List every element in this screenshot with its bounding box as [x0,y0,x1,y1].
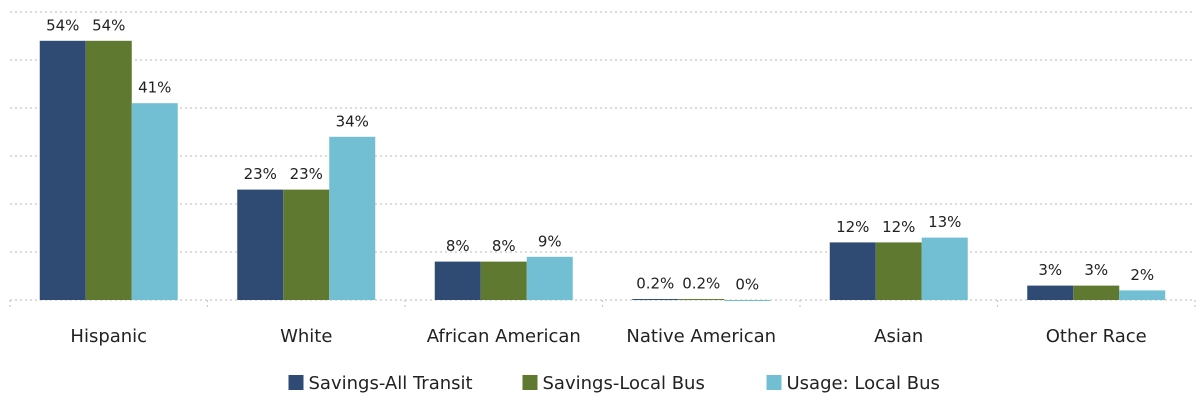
x-tick-label: Other Race [1046,326,1147,347]
x-tick-label: Hispanic [70,326,147,347]
data-label: 54% [92,16,125,34]
data-label: 23% [244,165,277,183]
x-tick-label: Native American [626,326,776,347]
data-label: 8% [492,237,516,255]
legend-label: Usage: Local Bus [787,373,940,394]
data-label: 3% [1084,261,1108,279]
data-label: 0.2% [636,275,674,293]
bar [921,237,968,300]
x-tick-label: African American [427,326,581,347]
data-label: 9% [538,232,562,250]
bar [131,103,178,300]
data-label: 13% [928,213,961,231]
bar [480,261,527,300]
data-label: 12% [882,218,915,236]
legend-swatch [766,375,782,390]
bar [329,136,376,300]
x-tick-label: Asian [874,326,923,347]
x-tick-label: White [280,326,332,347]
bar [1073,285,1120,300]
data-label: 23% [290,165,323,183]
legend-swatch [288,375,304,390]
data-label: 0% [735,276,759,294]
data-label: 34% [336,112,369,130]
bar [724,300,771,301]
data-label: 8% [446,237,470,255]
bar [1027,285,1074,300]
bar [526,256,573,300]
bar [434,261,481,300]
bar [85,40,132,301]
legend-label: Savings-Local Bus [543,373,705,394]
bar [678,299,725,301]
data-label: 54% [46,16,79,34]
data-label: 3% [1038,261,1062,279]
bar [39,40,86,301]
data-label: 0.2% [682,275,720,293]
bar [1119,290,1166,300]
bar [237,189,284,300]
bar [829,242,876,300]
data-label: 41% [138,79,171,97]
bar [283,189,330,300]
bar [875,242,922,300]
data-label: 12% [836,218,869,236]
data-label: 2% [1130,266,1154,284]
legend-swatch [522,375,538,390]
legend-label: Savings-All Transit [309,373,473,394]
bar [632,299,679,301]
